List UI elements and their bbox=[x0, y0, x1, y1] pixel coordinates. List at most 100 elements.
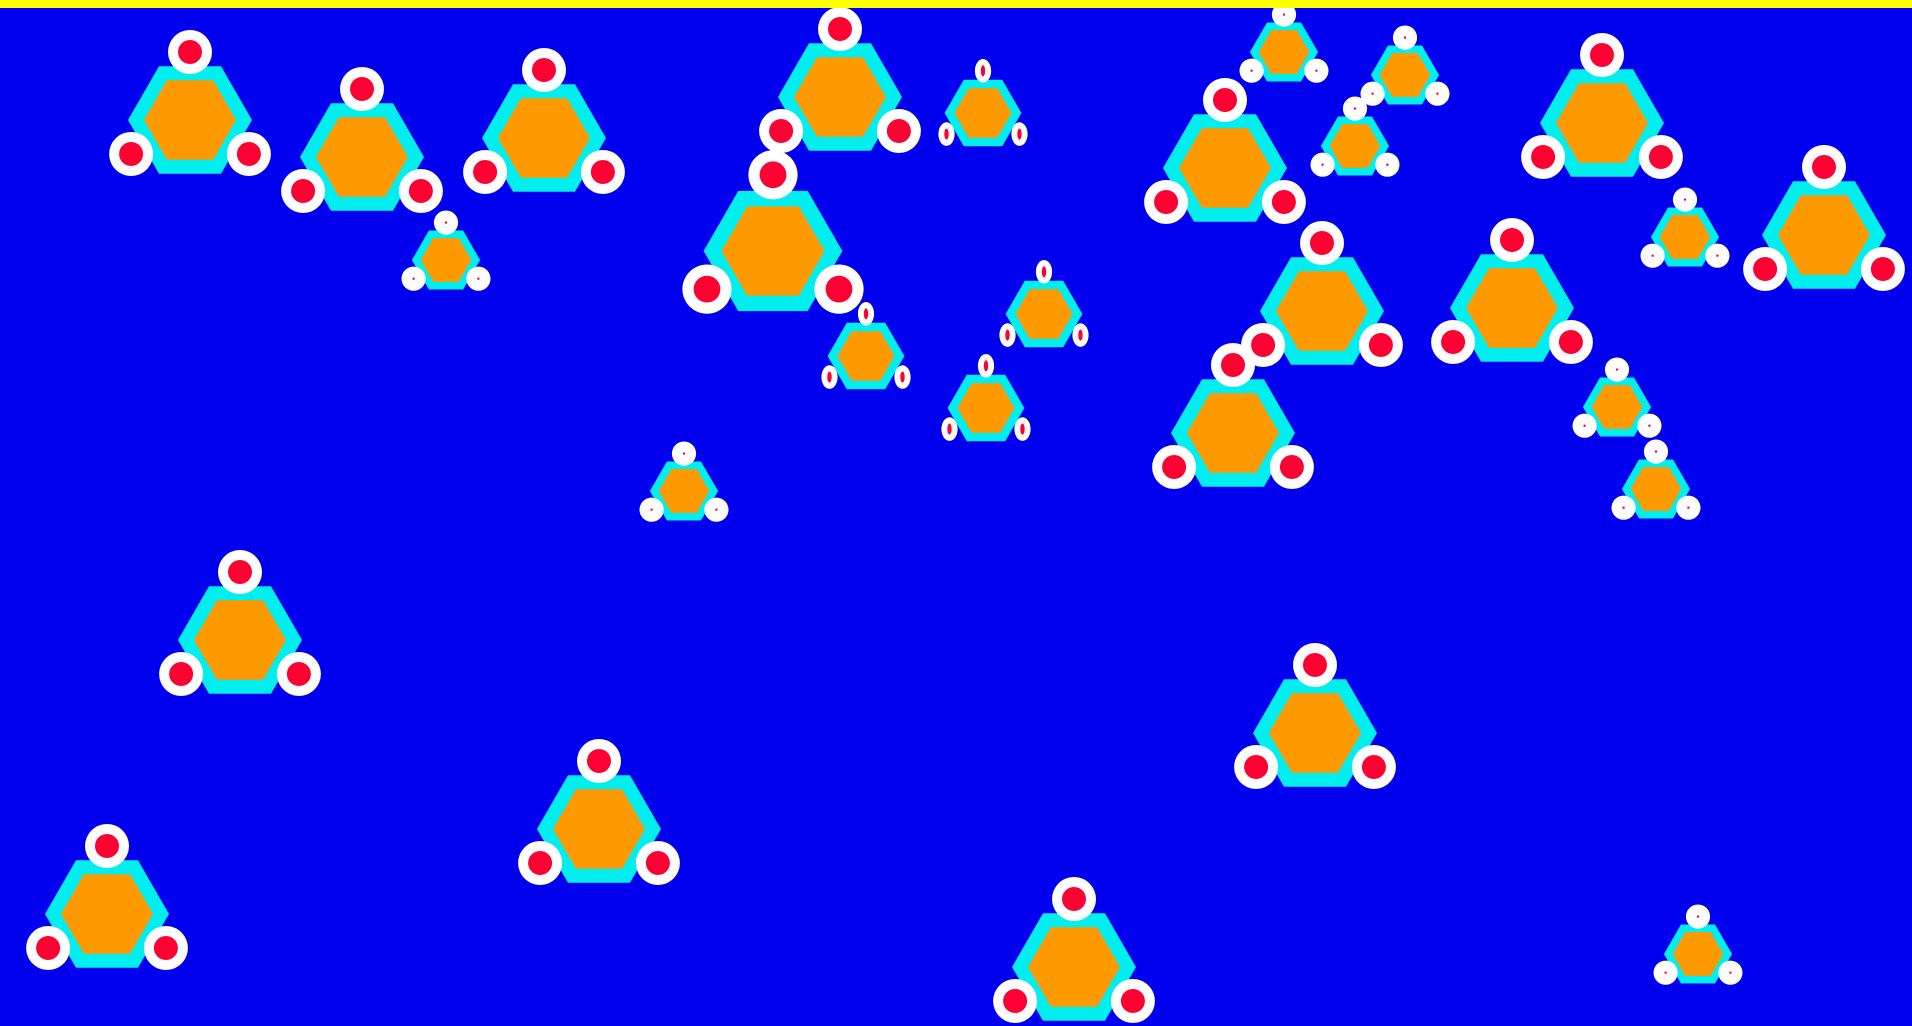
hex-unit[interactable] bbox=[1152, 343, 1314, 489]
node-core bbox=[1244, 755, 1269, 779]
node-core bbox=[1221, 353, 1245, 377]
hex-unit-core bbox=[1672, 932, 1724, 976]
hex-unit-core bbox=[316, 117, 408, 197]
hex-unit[interactable] bbox=[159, 550, 321, 696]
hex-unit[interactable] bbox=[999, 260, 1089, 348]
hex-unit[interactable] bbox=[639, 441, 729, 522]
hex-unit-core bbox=[658, 469, 710, 513]
node-core bbox=[1062, 887, 1086, 911]
hex-unit-core bbox=[1556, 83, 1648, 163]
node-core bbox=[169, 662, 194, 686]
hex-unit[interactable] bbox=[938, 59, 1028, 147]
hex-unit[interactable] bbox=[401, 210, 491, 291]
node-core bbox=[1648, 145, 1673, 169]
hex-unit-core bbox=[957, 383, 1015, 433]
node-core bbox=[1251, 333, 1276, 357]
hex-unit[interactable] bbox=[26, 824, 188, 970]
hex-unit[interactable] bbox=[1360, 25, 1450, 106]
node-core bbox=[286, 662, 311, 686]
node-core bbox=[477, 277, 480, 280]
hex-unit-core bbox=[794, 57, 886, 137]
node-core bbox=[1683, 198, 1687, 201]
node-core bbox=[1361, 755, 1386, 779]
hex-unit[interactable] bbox=[821, 302, 911, 390]
hex-unit[interactable] bbox=[1572, 357, 1662, 438]
hex-unit-core bbox=[144, 80, 236, 160]
node-core bbox=[1017, 128, 1022, 140]
hex-unit-core bbox=[1466, 268, 1558, 348]
hex-unit[interactable] bbox=[1239, 2, 1329, 83]
node-core bbox=[1812, 155, 1836, 179]
node-core bbox=[1005, 329, 1010, 341]
node-core bbox=[947, 423, 952, 435]
node-core bbox=[1870, 257, 1895, 281]
hex-unit-core bbox=[1379, 53, 1431, 97]
node-core bbox=[650, 508, 653, 511]
node-core bbox=[1078, 329, 1083, 341]
node-core bbox=[1213, 88, 1237, 112]
hex-unit[interactable] bbox=[1144, 78, 1306, 224]
hex-unit-core bbox=[721, 206, 825, 296]
hex-unit[interactable] bbox=[682, 150, 864, 314]
hex-unit-core bbox=[553, 789, 645, 869]
hex-unit[interactable] bbox=[1521, 33, 1683, 179]
node-core bbox=[350, 77, 374, 101]
node-core bbox=[769, 119, 794, 143]
hex-unit-core bbox=[1269, 693, 1361, 773]
node-core bbox=[1590, 43, 1614, 67]
hex-unit[interactable] bbox=[1431, 218, 1593, 364]
hex-unit[interactable] bbox=[1310, 96, 1400, 177]
hex-unit[interactable] bbox=[759, 7, 921, 153]
hex-unit[interactable] bbox=[1611, 439, 1701, 520]
hex-unit[interactable] bbox=[1653, 904, 1743, 985]
hex-unit-core bbox=[1329, 124, 1381, 168]
node-core bbox=[95, 834, 119, 858]
node-core bbox=[473, 160, 498, 184]
node-core bbox=[1310, 231, 1334, 255]
hex-unit[interactable] bbox=[993, 877, 1155, 1023]
hex-unit[interactable] bbox=[1640, 187, 1730, 268]
hex-unit-core bbox=[420, 238, 472, 282]
node-core bbox=[1003, 989, 1028, 1013]
node-core bbox=[1315, 69, 1318, 72]
node-core bbox=[236, 142, 261, 166]
hex-unit-core bbox=[837, 331, 895, 381]
hex-unit-core bbox=[61, 874, 153, 954]
node-core bbox=[1321, 163, 1324, 166]
hex-unit[interactable] bbox=[1234, 643, 1396, 789]
node-core bbox=[119, 142, 144, 166]
hex-unit[interactable] bbox=[1743, 145, 1905, 291]
hex-unit-core bbox=[1659, 215, 1711, 259]
hex-unit-core bbox=[954, 88, 1012, 138]
node-core bbox=[178, 40, 202, 64]
node-core bbox=[825, 275, 853, 303]
node-core bbox=[1687, 506, 1690, 509]
node-core bbox=[1371, 92, 1374, 95]
hex-unit-core bbox=[1179, 128, 1271, 208]
node-core bbox=[1696, 915, 1700, 918]
hex-unit[interactable] bbox=[518, 739, 680, 885]
hex-unit[interactable] bbox=[941, 354, 1031, 442]
node-core bbox=[444, 221, 448, 224]
hex-unit-core bbox=[1276, 271, 1368, 351]
hex-unit[interactable] bbox=[109, 30, 271, 176]
node-core bbox=[528, 851, 553, 875]
node-core bbox=[590, 160, 615, 184]
hex-unit-core bbox=[194, 600, 286, 680]
hex-unit-core bbox=[1778, 195, 1870, 275]
hex-unit[interactable] bbox=[463, 48, 625, 194]
node-core bbox=[1716, 254, 1719, 257]
node-core bbox=[886, 119, 911, 143]
node-core bbox=[1368, 333, 1393, 357]
hex-unit[interactable] bbox=[281, 67, 443, 213]
hex-unit-core bbox=[1028, 927, 1120, 1007]
node-core bbox=[1353, 107, 1357, 110]
node-core bbox=[682, 452, 686, 455]
node-core bbox=[36, 936, 61, 960]
node-core bbox=[1386, 163, 1389, 166]
node-core bbox=[980, 65, 986, 77]
node-core bbox=[1531, 145, 1556, 169]
hex-unit-core bbox=[1591, 385, 1643, 429]
node-core bbox=[1651, 254, 1654, 257]
